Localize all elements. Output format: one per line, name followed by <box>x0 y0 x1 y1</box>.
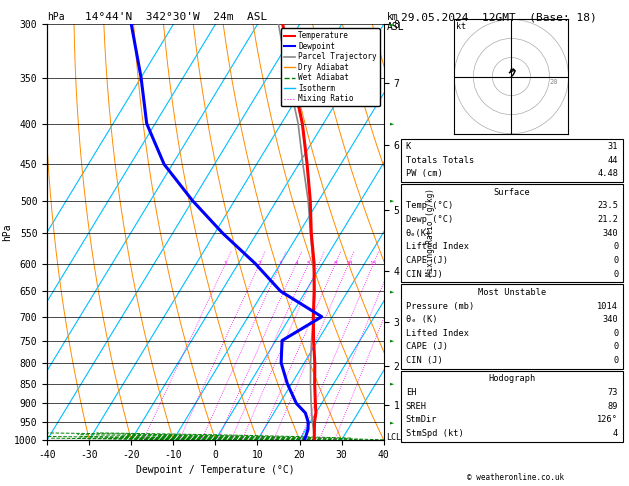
Text: 89: 89 <box>608 402 618 411</box>
Text: ►: ► <box>390 381 394 387</box>
Text: LCL: LCL <box>386 433 401 442</box>
Text: 44: 44 <box>608 156 618 165</box>
Text: 4.48: 4.48 <box>598 170 618 178</box>
Text: PW (cm): PW (cm) <box>406 170 442 178</box>
Text: CAPE (J): CAPE (J) <box>406 256 448 265</box>
Text: EH: EH <box>406 388 416 397</box>
Text: Surface: Surface <box>494 188 530 197</box>
Text: ►: ► <box>390 419 394 425</box>
Text: km: km <box>387 12 399 22</box>
Text: kt: kt <box>456 22 466 31</box>
Text: CIN (J): CIN (J) <box>406 270 442 278</box>
Text: 20: 20 <box>550 79 558 85</box>
Text: © weatheronline.co.uk: © weatheronline.co.uk <box>467 473 564 482</box>
Text: 10: 10 <box>345 261 352 266</box>
Text: 29.05.2024  12GMT  (Base: 18): 29.05.2024 12GMT (Base: 18) <box>401 12 597 22</box>
Text: ►: ► <box>390 21 394 27</box>
Text: CIN (J): CIN (J) <box>406 356 442 365</box>
Text: 0: 0 <box>613 256 618 265</box>
Text: 0: 0 <box>613 343 618 351</box>
Text: Mixing Ratio (g/kg): Mixing Ratio (g/kg) <box>426 188 435 276</box>
Text: Pressure (mb): Pressure (mb) <box>406 302 474 311</box>
Text: 21.2: 21.2 <box>598 215 618 224</box>
Text: hPa: hPa <box>47 12 65 22</box>
Text: Lifted Index: Lifted Index <box>406 329 469 338</box>
Text: Totals Totals: Totals Totals <box>406 156 474 165</box>
Text: 3: 3 <box>279 261 282 266</box>
Text: StmSpd (kt): StmSpd (kt) <box>406 429 464 438</box>
Legend: Temperature, Dewpoint, Parcel Trajectory, Dry Adiabat, Wet Adiabat, Isotherm, Mi: Temperature, Dewpoint, Parcel Trajectory… <box>281 28 380 106</box>
Text: ►: ► <box>390 121 394 126</box>
Text: Most Unstable: Most Unstable <box>478 288 546 297</box>
Text: StmDir: StmDir <box>406 416 437 424</box>
X-axis label: Dewpoint / Temperature (°C): Dewpoint / Temperature (°C) <box>136 465 295 475</box>
Text: 340: 340 <box>603 315 618 324</box>
Text: 0: 0 <box>613 329 618 338</box>
Text: K: K <box>406 142 411 151</box>
Text: ►: ► <box>390 338 394 344</box>
Text: 4: 4 <box>613 429 618 438</box>
Text: 14°44'N  342°30'W  24m  ASL: 14°44'N 342°30'W 24m ASL <box>85 12 267 22</box>
Text: SREH: SREH <box>406 402 426 411</box>
Text: 340: 340 <box>603 229 618 238</box>
Text: 1: 1 <box>224 261 228 266</box>
Text: ASL: ASL <box>387 22 404 32</box>
Text: Hodograph: Hodograph <box>488 375 536 383</box>
Text: Lifted Index: Lifted Index <box>406 243 469 251</box>
Text: ►: ► <box>390 198 394 204</box>
Text: θₑ (K): θₑ (K) <box>406 315 437 324</box>
Text: 126°: 126° <box>598 416 618 424</box>
Text: Temp (°C): Temp (°C) <box>406 202 453 210</box>
Text: θₑ(K): θₑ(K) <box>406 229 432 238</box>
Text: 5: 5 <box>307 261 310 266</box>
Text: 8: 8 <box>333 261 337 266</box>
Y-axis label: hPa: hPa <box>3 223 13 241</box>
Text: 23.5: 23.5 <box>598 202 618 210</box>
Text: 1014: 1014 <box>598 302 618 311</box>
Text: 31: 31 <box>608 142 618 151</box>
Text: 2: 2 <box>258 261 262 266</box>
Text: 0: 0 <box>613 270 618 278</box>
Text: 4: 4 <box>294 261 298 266</box>
Text: 0: 0 <box>613 356 618 365</box>
Text: 73: 73 <box>608 388 618 397</box>
Text: 15: 15 <box>370 261 377 266</box>
Text: CAPE (J): CAPE (J) <box>406 343 448 351</box>
Text: Dewp (°C): Dewp (°C) <box>406 215 453 224</box>
Text: ►: ► <box>390 288 394 294</box>
Text: 0: 0 <box>613 243 618 251</box>
